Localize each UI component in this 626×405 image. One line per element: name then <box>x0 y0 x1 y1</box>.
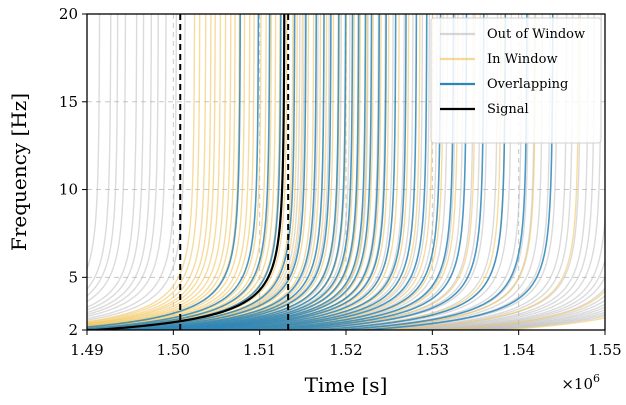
chirp-track <box>87 14 255 330</box>
y-tick-label: 10 <box>59 181 78 199</box>
chirp-track <box>87 14 241 328</box>
chirp-track <box>87 14 101 271</box>
chirp-track <box>87 14 178 320</box>
chirp-track <box>87 14 232 327</box>
chirp-track <box>87 14 468 330</box>
chirp-track <box>87 14 119 297</box>
x-tick-label: 1.50 <box>157 341 190 359</box>
chirp-track <box>87 14 442 330</box>
chirp-track <box>87 14 455 330</box>
chirp-track <box>87 14 127 303</box>
chirp-track <box>87 14 407 330</box>
chirp-track <box>87 14 507 330</box>
chirp-track <box>87 14 568 330</box>
chirp-track <box>87 14 216 326</box>
chirp-track <box>87 289 605 330</box>
chirp-track <box>87 303 605 330</box>
x-multiplier-exponent: 6 <box>593 372 600 385</box>
chirp-track <box>99 311 605 330</box>
chirp-track <box>87 14 322 330</box>
x-tick-label: 1.54 <box>502 341 535 359</box>
legend-label: Overlapping <box>487 77 568 92</box>
chirp-track <box>87 14 167 318</box>
legend: Out of Window In Window Overlapping Signal <box>430 17 602 144</box>
y-tick-label: 15 <box>59 93 78 111</box>
chirp-track <box>87 14 271 330</box>
axis-ticks: 1.49 1.50 1.51 1.52 1.53 1.54 1.55 2 5 10 15 20 <box>59 5 622 359</box>
chirp-track <box>87 14 145 311</box>
chirp-track <box>87 14 595 330</box>
chirp-track <box>87 14 485 330</box>
chirp-track <box>87 14 207 324</box>
chirp-track <box>92 309 605 330</box>
chirp-track <box>105 313 605 330</box>
x-tick-label: 1.51 <box>243 341 276 359</box>
chirp-track <box>87 14 428 330</box>
chirp-track <box>87 14 537 330</box>
chirp-track <box>87 14 332 330</box>
x-tick-label: 1.55 <box>588 341 621 359</box>
chirp-track <box>87 14 387 330</box>
chirp-track <box>87 14 153 314</box>
y-tick-label: 2 <box>68 321 78 339</box>
x-tick-label: 1.49 <box>70 341 103 359</box>
chirp-track <box>87 14 318 330</box>
chirp-track <box>87 14 602 330</box>
chirp-track <box>87 210 605 330</box>
x-tick-label: 1.52 <box>329 341 362 359</box>
legend-label: Out of Window <box>487 27 585 42</box>
x-multiplier-base: ×10 <box>561 375 593 393</box>
x-tick-label: 1.53 <box>416 341 449 359</box>
legend-label: Signal <box>487 102 529 117</box>
chirp-track <box>87 14 260 330</box>
y-axis-label: Frequency [Hz] <box>7 93 31 251</box>
chirp-track <box>87 14 554 330</box>
y-tick-label: 20 <box>59 5 78 23</box>
chirp-track <box>121 317 605 330</box>
chirp-track <box>87 14 544 330</box>
chirp-track <box>87 306 605 330</box>
chirp-track <box>87 14 580 330</box>
chirp-track <box>87 275 605 330</box>
chirp-track <box>87 14 397 330</box>
chirp-track <box>87 299 605 330</box>
y-tick-label: 5 <box>68 268 78 286</box>
chirp-track <box>87 14 307 330</box>
chirp-track <box>87 14 201 324</box>
x-multiplier: ×106 <box>561 372 600 393</box>
chirp-track <box>87 14 112 291</box>
chirp-track <box>87 14 242 328</box>
window-edges <box>179 14 290 330</box>
chirp-track <box>87 14 476 330</box>
x-axis-label: Time [s] <box>305 373 388 397</box>
chirp-track <box>87 14 196 323</box>
chirp-track <box>87 257 605 330</box>
chirp-track <box>87 14 159 316</box>
chirp-track <box>87 14 373 330</box>
chirp-track <box>87 14 286 330</box>
chirp-track <box>87 14 589 330</box>
chirp-track <box>87 14 528 330</box>
chirp-tracks <box>87 14 605 330</box>
legend-frame <box>430 17 602 144</box>
chirp-track <box>87 14 418 330</box>
chirp-track <box>87 14 296 330</box>
chirp-track <box>87 14 227 327</box>
chirp-track <box>87 14 212 325</box>
chirp-track <box>112 315 605 330</box>
chirp-track <box>87 14 138 308</box>
legend-label: In Window <box>487 52 558 67</box>
